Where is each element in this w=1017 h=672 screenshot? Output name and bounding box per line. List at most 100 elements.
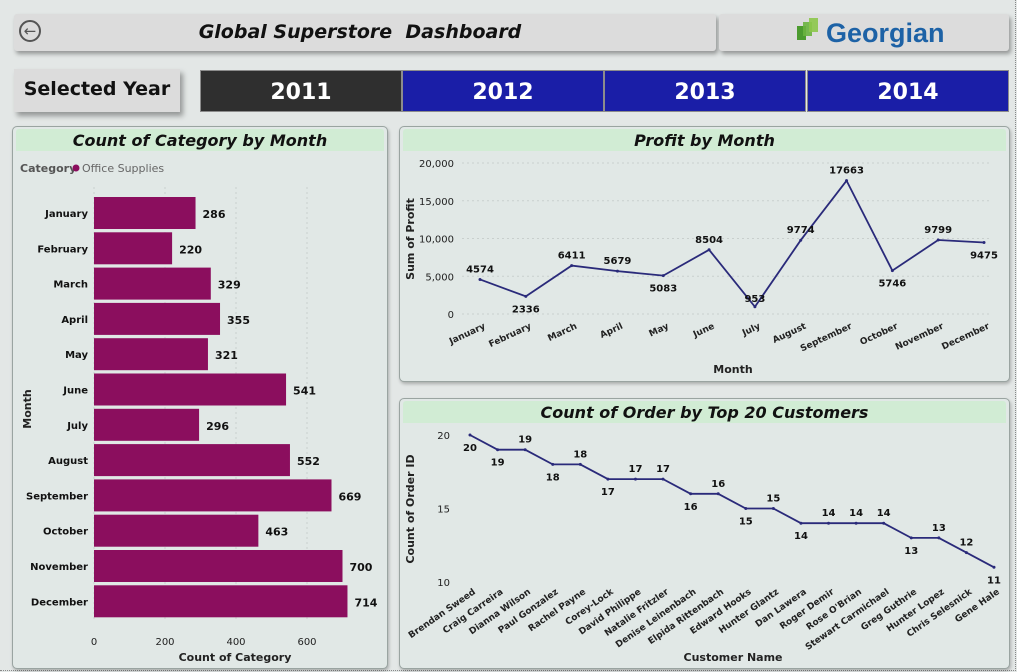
year-button-2011[interactable]: 2011 xyxy=(200,70,402,112)
data-point[interactable] xyxy=(524,294,528,298)
x-tick-label: January xyxy=(447,322,487,348)
y-tick-label: January xyxy=(44,209,88,220)
data-point[interactable] xyxy=(936,238,940,242)
y-tick-label: December xyxy=(31,597,88,608)
year-button-2013[interactable]: 2013 xyxy=(604,70,806,112)
data-point[interactable] xyxy=(982,240,986,244)
y-tick-label: September xyxy=(26,491,88,502)
data-point[interactable] xyxy=(716,492,720,496)
year-button-2014[interactable]: 2014 xyxy=(807,70,1009,112)
x-tick-label: 600 xyxy=(297,637,316,648)
x-tick-label: December xyxy=(940,321,991,352)
x-tick-label: September xyxy=(799,321,854,354)
selected-year-label: Selected Year xyxy=(23,78,171,100)
data-point[interactable] xyxy=(799,521,803,525)
data-label: 17 xyxy=(656,464,670,475)
data-point[interactable] xyxy=(964,551,968,555)
data-label: 4574 xyxy=(466,264,494,275)
y-axis-title: Sum of Profit xyxy=(404,198,417,280)
category-chart-panel: Count of Category by Month Category Offi… xyxy=(12,126,388,669)
data-label: 14 xyxy=(877,508,891,519)
data-label: 321 xyxy=(215,349,238,362)
bar[interactable] xyxy=(94,302,221,335)
data-label: 14 xyxy=(822,508,836,519)
data-label: 700 xyxy=(350,561,373,574)
y-tick-label: 10 xyxy=(437,578,450,589)
back-arrow-icon[interactable]: ← xyxy=(19,20,41,42)
x-tick-label: February xyxy=(488,322,534,350)
bar[interactable] xyxy=(94,338,208,371)
data-point[interactable] xyxy=(890,269,894,273)
data-label: 286 xyxy=(203,208,226,221)
data-point[interactable] xyxy=(615,269,619,273)
y-tick-label: August xyxy=(48,456,88,467)
data-point[interactable] xyxy=(478,277,482,281)
data-label: 5083 xyxy=(649,284,677,295)
bar[interactable] xyxy=(94,408,200,441)
data-point[interactable] xyxy=(661,477,665,481)
data-point[interactable] xyxy=(468,433,472,437)
data-label: 19 xyxy=(491,458,505,469)
bar[interactable] xyxy=(94,373,287,406)
data-label: 463 xyxy=(265,526,288,539)
data-point[interactable] xyxy=(633,477,637,481)
year-label-box xyxy=(14,69,180,112)
data-point[interactable] xyxy=(570,264,574,268)
y-tick-label: June xyxy=(62,386,88,397)
data-point[interactable] xyxy=(799,238,803,242)
bar[interactable] xyxy=(94,514,259,547)
bar[interactable] xyxy=(94,232,173,265)
bar[interactable] xyxy=(94,479,332,512)
data-point[interactable] xyxy=(992,565,996,569)
data-label: 14 xyxy=(849,508,863,519)
data-point[interactable] xyxy=(551,462,555,466)
data-label: 2336 xyxy=(512,304,540,315)
data-label: 16 xyxy=(711,479,725,490)
data-point[interactable] xyxy=(771,507,775,510)
data-label: 13 xyxy=(904,546,918,557)
data-label: 5679 xyxy=(604,256,632,267)
bar[interactable] xyxy=(94,550,343,582)
data-label: 9774 xyxy=(787,225,815,236)
data-label: 714 xyxy=(354,596,377,609)
data-point[interactable] xyxy=(854,521,858,525)
x-tick-label: August xyxy=(771,321,808,346)
data-point[interactable] xyxy=(827,521,831,525)
data-point[interactable] xyxy=(661,274,665,278)
y-axis-title: Month xyxy=(21,389,34,428)
data-point[interactable] xyxy=(909,536,913,540)
bar[interactable] xyxy=(94,585,348,618)
data-point[interactable] xyxy=(606,477,610,481)
x-tick-label: July xyxy=(740,322,762,339)
data-label: 17663 xyxy=(829,166,864,177)
y-tick-label: February xyxy=(37,244,88,255)
y-tick-label: 10,000 xyxy=(419,235,454,246)
georgian-logo-icon xyxy=(797,18,818,40)
data-point[interactable] xyxy=(937,536,941,540)
data-label: 953 xyxy=(744,294,765,305)
data-label: 15 xyxy=(766,494,780,505)
bar[interactable] xyxy=(94,444,290,477)
x-tick-label: May xyxy=(648,322,671,340)
data-point[interactable] xyxy=(845,179,849,183)
data-label: 19 xyxy=(518,435,532,446)
bar[interactable] xyxy=(94,197,196,229)
data-point[interactable] xyxy=(496,448,500,452)
data-point[interactable] xyxy=(882,521,886,525)
data-point[interactable] xyxy=(578,462,582,466)
profit-series-line[interactable] xyxy=(479,178,985,309)
customer-chart-title: Count of Order by Top 20 Customers xyxy=(403,401,1006,423)
bar[interactable] xyxy=(94,267,211,300)
orders-series-line[interactable] xyxy=(469,434,995,569)
data-point[interactable] xyxy=(707,248,711,252)
year-button-2012[interactable]: 2012 xyxy=(402,70,604,112)
data-point[interactable] xyxy=(753,305,757,309)
data-label: 329 xyxy=(218,279,241,292)
data-label: 220 xyxy=(179,243,202,256)
data-point[interactable] xyxy=(689,492,693,496)
data-label: 9475 xyxy=(970,250,998,261)
data-point[interactable] xyxy=(523,448,527,452)
data-label: 6411 xyxy=(558,251,586,262)
y-tick-label: 15 xyxy=(437,505,450,516)
data-point[interactable] xyxy=(744,507,748,510)
